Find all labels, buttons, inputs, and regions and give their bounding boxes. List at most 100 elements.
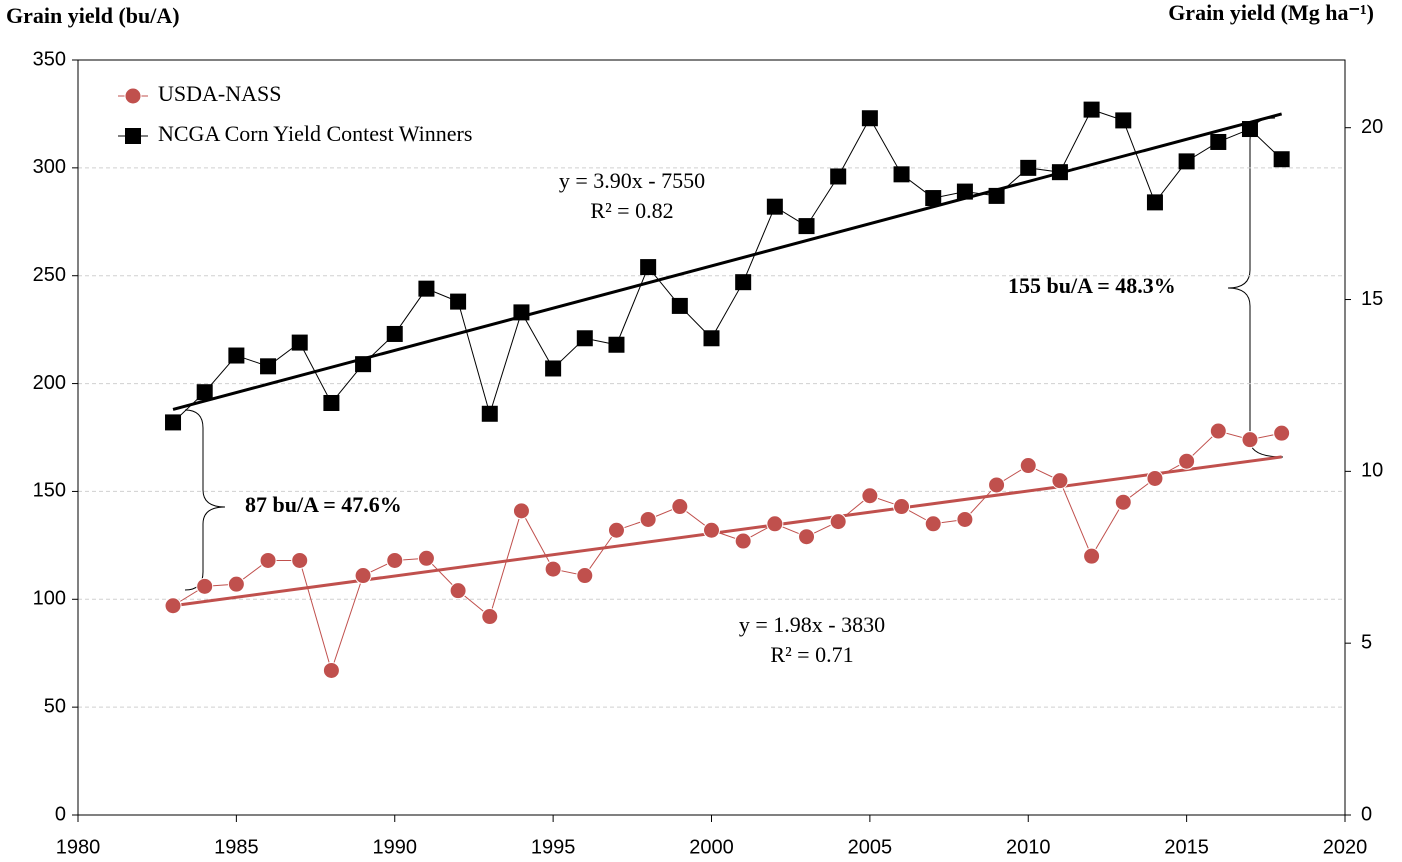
trend-line — [172, 455, 1282, 608]
x-tick-label: 2020 — [1323, 836, 1368, 858]
y2-tick-label: 15 — [1361, 288, 1383, 310]
square-marker — [260, 358, 277, 375]
circle-marker — [417, 549, 435, 567]
circle-marker — [259, 551, 277, 569]
x-tick-label: 2010 — [1006, 836, 1051, 858]
legend-label: USDA-NASS — [158, 81, 281, 106]
square-marker — [1273, 151, 1290, 168]
square-marker — [545, 360, 562, 377]
circle-marker — [544, 560, 562, 578]
square-marker — [671, 297, 688, 314]
y-tick-label: 50 — [44, 695, 66, 717]
circle-marker — [1146, 469, 1164, 487]
brace — [1227, 117, 1284, 458]
square-marker — [735, 274, 752, 291]
x-tick-label: 1980 — [56, 836, 101, 858]
circle-marker — [766, 515, 784, 533]
square-marker — [1210, 133, 1227, 150]
circle-marker — [1083, 547, 1101, 565]
circle-marker — [1273, 424, 1291, 442]
x-tick-label: 1990 — [373, 836, 418, 858]
circle-marker — [322, 661, 340, 679]
circle-marker — [1209, 422, 1227, 440]
square-marker — [386, 325, 403, 342]
legend-label: NCGA Corn Yield Contest Winners — [158, 121, 472, 146]
y-axis-title: Grain yield (bu/A) — [6, 3, 180, 28]
brace — [184, 409, 226, 591]
circle-marker — [734, 532, 752, 550]
square-marker — [196, 384, 213, 401]
y2-tick-label: 10 — [1361, 460, 1383, 482]
circle-marker — [956, 510, 974, 528]
square-marker — [323, 394, 340, 411]
x-tick-label: 2015 — [1164, 836, 1209, 858]
y-tick-label: 300 — [33, 156, 66, 178]
square-marker — [418, 280, 435, 297]
square-marker — [1083, 101, 1100, 118]
square-marker — [291, 334, 308, 351]
y2-tick-label: 20 — [1361, 116, 1383, 138]
square-marker — [1051, 164, 1068, 181]
x-tick-label: 1985 — [214, 836, 259, 858]
square-marker — [513, 304, 530, 321]
circle-marker — [703, 521, 720, 539]
square-marker — [450, 293, 467, 310]
circle-marker — [512, 502, 530, 520]
square-marker — [766, 198, 783, 215]
circle-marker — [386, 551, 404, 569]
circle-marker — [1019, 457, 1037, 475]
square-marker — [956, 183, 973, 200]
square-marker — [608, 336, 625, 353]
circle-marker — [481, 608, 499, 626]
y-tick-label: 150 — [33, 480, 66, 502]
circle-marker — [449, 582, 467, 600]
circle-marker — [164, 597, 182, 615]
y-tick-label: 250 — [33, 264, 66, 286]
circle-marker — [988, 476, 1006, 494]
square-marker — [1115, 112, 1132, 129]
r-squared: R² = 0.71 — [770, 642, 853, 667]
square-marker — [893, 166, 910, 183]
y-tick-label: 100 — [33, 588, 66, 610]
square-marker — [576, 330, 593, 347]
circle-marker — [893, 498, 911, 516]
circle-marker — [639, 510, 657, 528]
square-marker — [703, 330, 720, 347]
circle-marker — [829, 513, 847, 531]
square-marker — [861, 110, 878, 127]
annotation: 155 bu/A = 48.3% — [1008, 273, 1176, 298]
square-marker — [925, 190, 942, 207]
square-marker — [481, 405, 498, 422]
circle-marker — [1114, 493, 1132, 511]
square-marker — [355, 356, 372, 373]
circle-marker — [607, 521, 625, 539]
circle-marker — [354, 567, 372, 585]
equation: y = 1.98x - 3830 — [739, 612, 885, 637]
square-marker — [798, 218, 815, 235]
square-marker — [640, 259, 657, 276]
square-marker — [228, 347, 245, 364]
square-marker — [165, 414, 182, 431]
circle-marker — [1178, 452, 1196, 470]
r-squared: R² = 0.82 — [590, 198, 673, 223]
x-tick-label: 1995 — [531, 836, 576, 858]
annotation: 87 bu/A = 47.6% — [245, 492, 402, 517]
circle-marker — [196, 577, 214, 595]
square-marker — [988, 187, 1005, 204]
trend-line — [172, 112, 1283, 411]
plot-frame — [77, 59, 1346, 816]
circle-marker — [861, 487, 879, 505]
circle-marker — [671, 498, 689, 516]
y-tick-label: 200 — [33, 372, 66, 394]
circle-marker — [124, 87, 142, 105]
circle-marker — [291, 551, 309, 569]
x-tick-label: 2005 — [848, 836, 893, 858]
square-marker — [125, 128, 141, 144]
y2-tick-label: 5 — [1361, 631, 1372, 653]
circle-marker — [227, 575, 245, 593]
x-tick-label: 2000 — [689, 836, 734, 858]
square-marker — [1146, 194, 1163, 211]
y-tick-label: 0 — [55, 803, 66, 825]
square-marker — [1241, 121, 1258, 138]
